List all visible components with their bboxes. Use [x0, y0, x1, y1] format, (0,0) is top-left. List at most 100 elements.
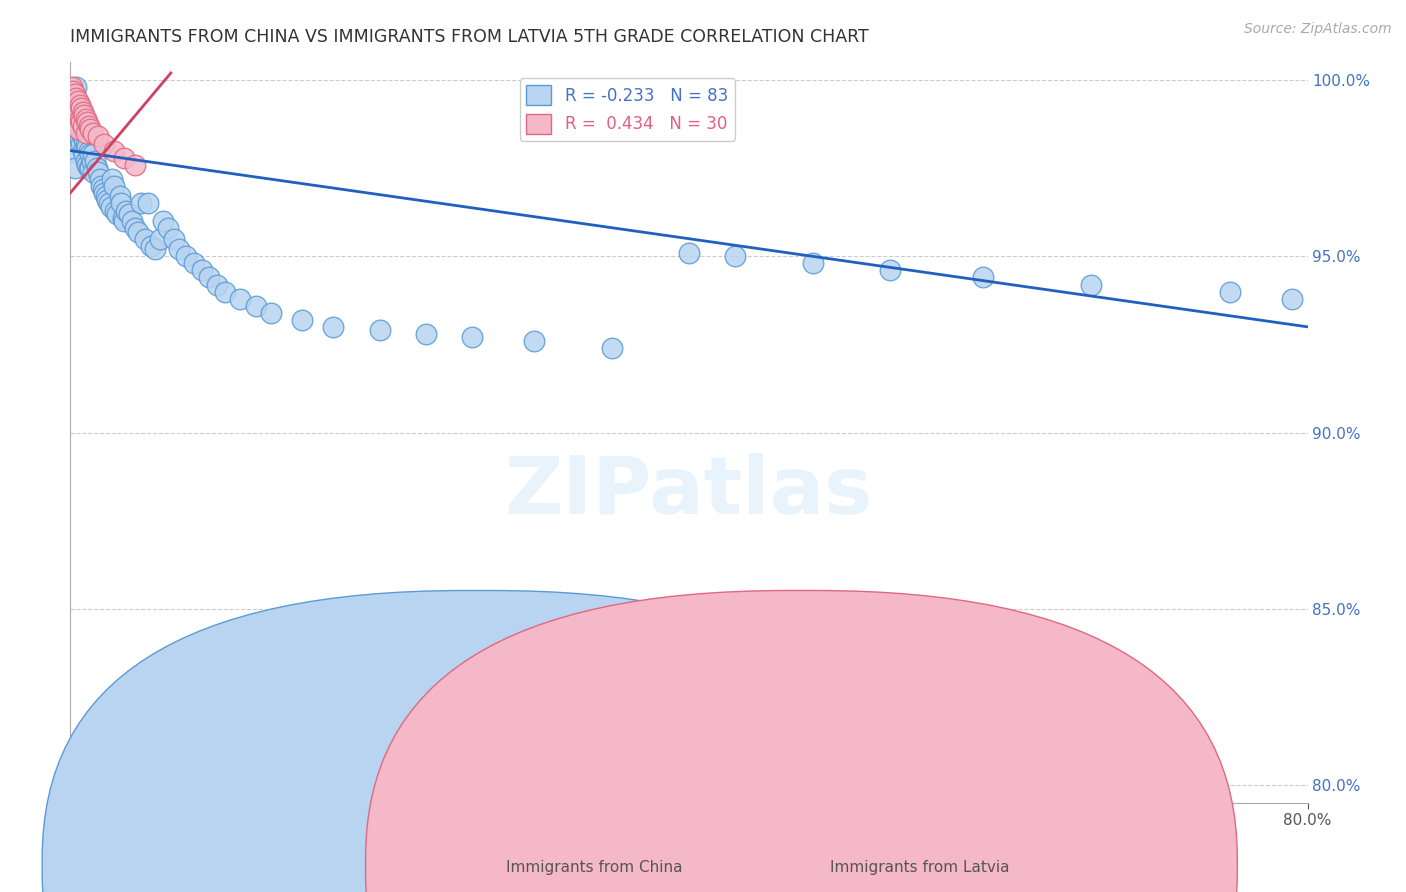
Point [73, 108, 96, 122]
Point [229, 292, 252, 306]
Point [136, 196, 159, 211]
Point [75, 112, 97, 126]
Text: Immigrants from Latvia: Immigrants from Latvia [830, 860, 1010, 874]
Text: ZIPatlas: ZIPatlas [505, 453, 873, 531]
Point [72, 119, 94, 133]
Point [167, 242, 190, 256]
Point [368, 323, 391, 337]
Point [75, 126, 97, 140]
Point [523, 334, 546, 348]
Point [156, 221, 179, 235]
Point [62, 84, 84, 98]
Point [67, 122, 90, 136]
Point [93, 186, 115, 200]
Point [67, 94, 90, 108]
Point [879, 263, 901, 277]
Point [69, 115, 91, 129]
Point [245, 299, 267, 313]
Text: IMMIGRANTS FROM CHINA VS IMMIGRANTS FROM LATVIA 5TH GRADE CORRELATION CHART: IMMIGRANTS FROM CHINA VS IMMIGRANTS FROM… [70, 28, 869, 45]
Point [73, 147, 96, 161]
Point [124, 158, 146, 172]
Point [76, 115, 98, 129]
Point [600, 341, 623, 355]
Legend: R = -0.233   N = 83, R =  0.434   N = 30: R = -0.233 N = 83, R = 0.434 N = 30 [520, 78, 734, 141]
Point [63, 115, 86, 129]
Point [72, 104, 94, 119]
Point [134, 232, 156, 246]
Point [972, 270, 994, 285]
Point [69, 112, 91, 126]
Point [67, 122, 90, 136]
Point [76, 140, 98, 154]
Point [214, 285, 236, 299]
Point [152, 214, 174, 228]
Point [105, 207, 128, 221]
Point [60, 91, 83, 105]
Point [77, 119, 100, 133]
Point [65, 104, 87, 119]
Point [103, 144, 125, 158]
Point [121, 214, 143, 228]
Point [724, 249, 747, 263]
Point [183, 256, 205, 270]
Point [87, 165, 110, 179]
Point [77, 144, 100, 158]
Point [93, 136, 115, 151]
Point [72, 129, 94, 144]
Point [82, 165, 105, 179]
Point [145, 242, 166, 256]
Point [60, 80, 83, 95]
Point [198, 270, 221, 285]
Point [62, 144, 84, 158]
Point [63, 161, 86, 176]
Point [174, 249, 197, 263]
Point [415, 326, 437, 341]
Point [127, 225, 149, 239]
Point [79, 122, 101, 136]
Text: Source: ZipAtlas.com: Source: ZipAtlas.com [1244, 22, 1392, 37]
Point [67, 108, 90, 122]
Point [82, 126, 105, 140]
Point [461, 330, 484, 344]
Text: Immigrants from China: Immigrants from China [506, 860, 683, 874]
Point [115, 203, 138, 218]
Point [91, 182, 114, 196]
Point [96, 193, 118, 207]
Point [678, 245, 700, 260]
Point [73, 133, 96, 147]
Point [70, 136, 93, 151]
Point [139, 239, 162, 253]
Point [89, 171, 111, 186]
Point [110, 196, 132, 211]
Point [63, 87, 86, 102]
Point [94, 189, 117, 203]
Point [149, 232, 172, 246]
Point [1219, 285, 1241, 299]
Point [100, 200, 122, 214]
Point [111, 211, 134, 225]
Point [62, 97, 84, 112]
Point [65, 97, 87, 112]
Point [260, 306, 283, 320]
Point [1080, 277, 1102, 292]
Point [80, 154, 103, 169]
Point [82, 147, 105, 161]
Point [69, 133, 91, 147]
Point [101, 171, 124, 186]
Point [86, 161, 108, 176]
Point [114, 214, 135, 228]
Point [67, 108, 90, 122]
Point [75, 154, 97, 169]
Point [65, 80, 87, 95]
Point [87, 129, 110, 144]
Point [76, 158, 98, 172]
Point [108, 189, 131, 203]
Point [69, 97, 91, 112]
Point [124, 221, 146, 235]
Point [291, 313, 314, 327]
Point [77, 161, 100, 176]
Point [114, 151, 135, 165]
Point [131, 196, 153, 211]
Point [191, 263, 214, 277]
Point [801, 256, 824, 270]
